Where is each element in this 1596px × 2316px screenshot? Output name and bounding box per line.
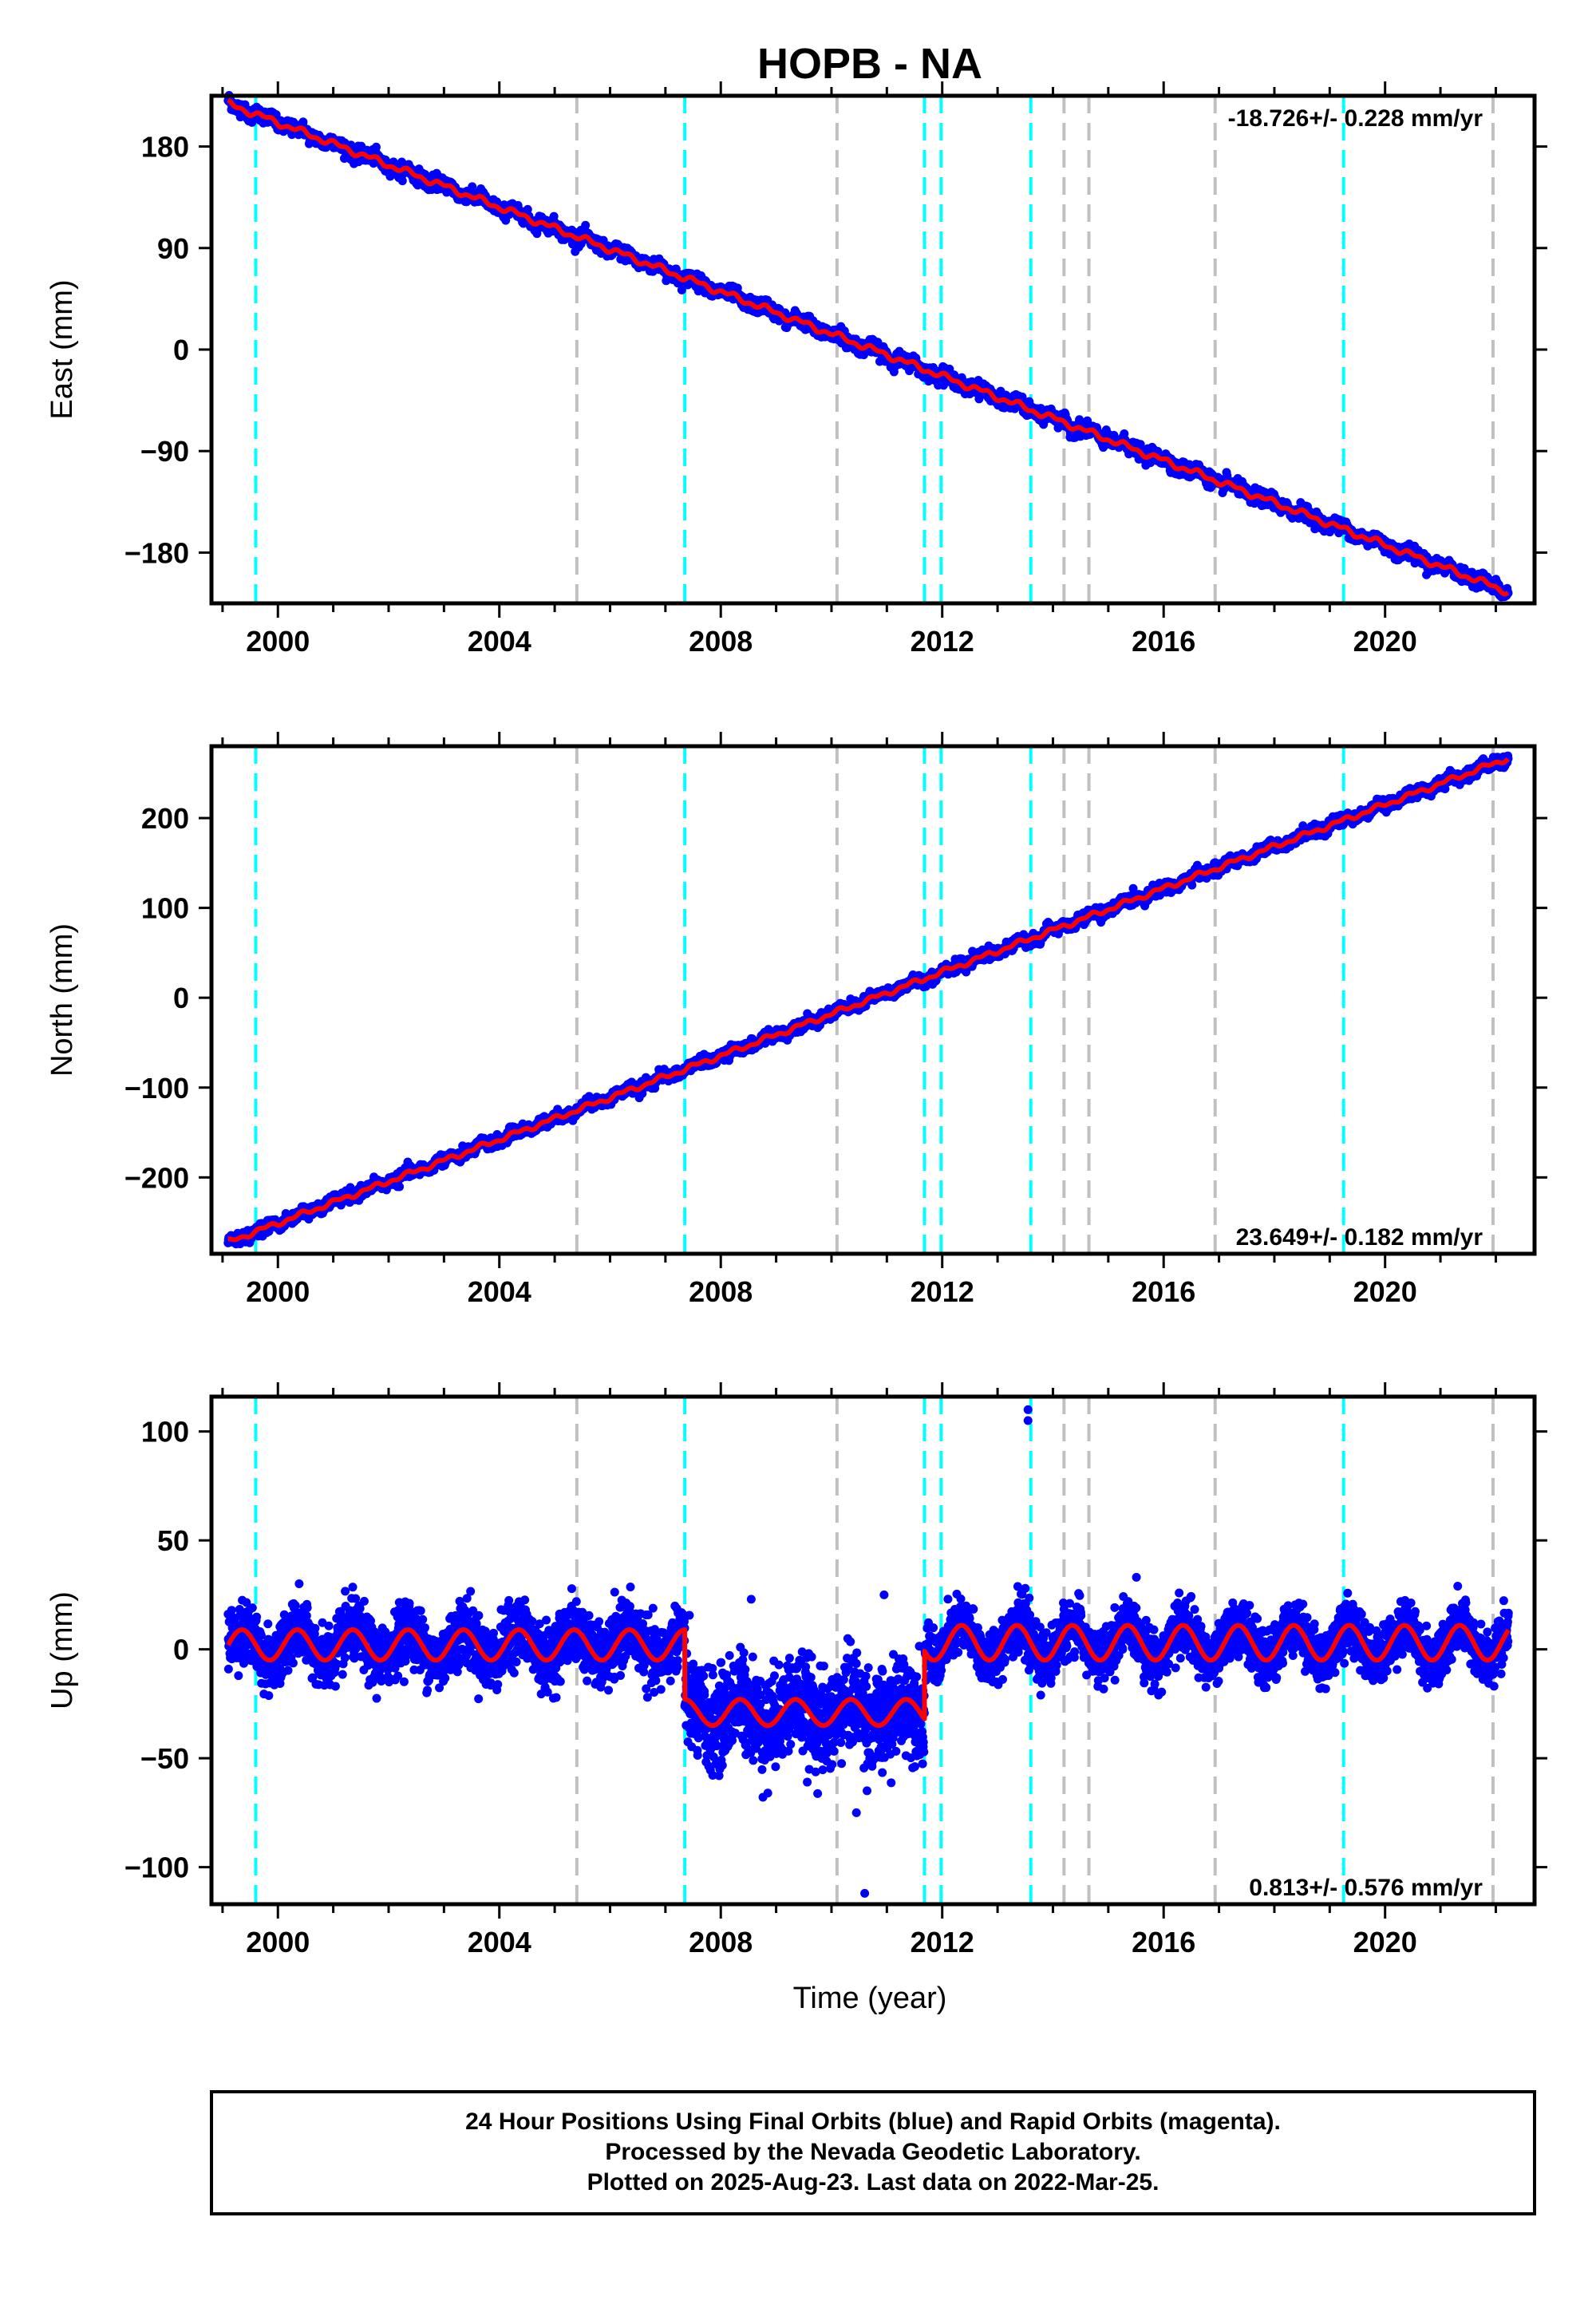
east-y-axis-title: East (mm) <box>45 279 79 419</box>
east-rate-label: -18.726+/- 0.228 mm/yr <box>1228 105 1483 132</box>
x-tick-label: 2016 <box>1132 625 1195 658</box>
figure-title: HOPB - NA <box>757 40 982 88</box>
x-tick-label: 2000 <box>246 625 310 658</box>
y-tick-label: −90 <box>140 435 189 468</box>
y-tick-label: 180 <box>141 131 189 164</box>
data-point <box>581 220 591 230</box>
x-tick-label: 2004 <box>468 625 531 658</box>
data-point <box>395 1182 405 1192</box>
y-tick-label: 0 <box>173 334 189 366</box>
east-panel: 2000 2004 2008 2012 2016 2020 180 90 0 −90 −180 Eas… <box>45 81 1547 658</box>
data-point <box>371 142 381 152</box>
y-tick-label: −180 <box>124 536 189 569</box>
north-panel: 2000 2004 2008 2012 2016 20202001000−100−200N… <box>45 732 1547 1308</box>
x-tick-label: 2012 <box>911 625 974 658</box>
x-tick-label: 2020 <box>1353 625 1417 658</box>
y-tick-label: 90 <box>157 232 189 265</box>
data-point <box>298 117 308 127</box>
x-tick-label: 2008 <box>689 625 753 658</box>
